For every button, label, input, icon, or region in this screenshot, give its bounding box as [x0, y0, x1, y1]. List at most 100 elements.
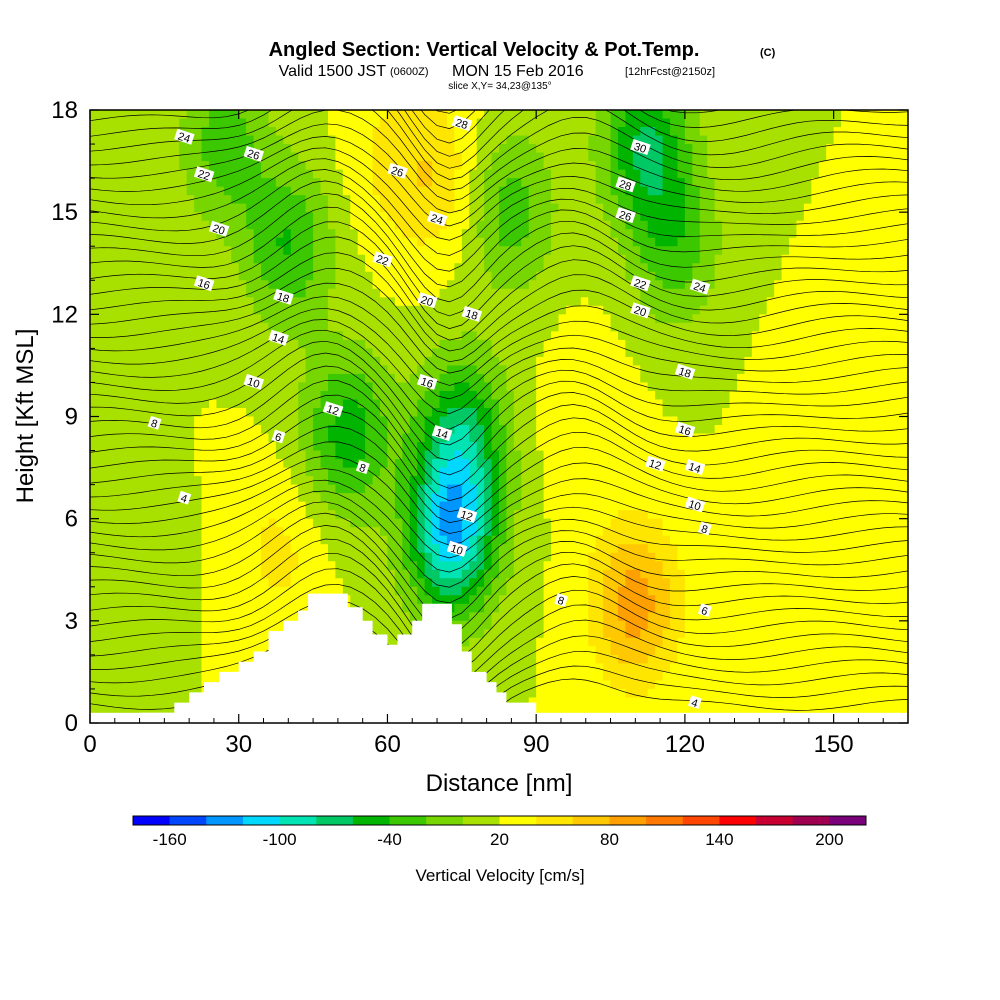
- velocity-cell: [565, 646, 574, 656]
- velocity-cell: [238, 373, 247, 384]
- velocity-cell: [238, 586, 247, 596]
- velocity-cell: [595, 254, 604, 264]
- velocity-cell: [491, 127, 500, 137]
- velocity-cell: [186, 603, 195, 613]
- velocity-cell: [253, 459, 262, 469]
- velocity-cell: [454, 305, 463, 315]
- velocity-cell: [350, 390, 359, 401]
- velocity-cell: [313, 178, 322, 188]
- velocity-cell: [565, 212, 574, 222]
- velocity-cell: [223, 399, 232, 409]
- velocity-cell: [186, 161, 195, 171]
- velocity-cell: [127, 654, 136, 664]
- velocity-cell: [551, 186, 560, 196]
- velocity-cell: [186, 152, 195, 162]
- velocity-cell: [313, 365, 322, 375]
- velocity-cell: [573, 663, 582, 673]
- velocity-cell: [208, 331, 218, 341]
- velocity-cell: [528, 561, 537, 571]
- velocity-cell: [387, 135, 396, 145]
- velocity-cell: [380, 305, 389, 315]
- velocity-cell: [90, 467, 99, 477]
- velocity-cell: [208, 450, 218, 460]
- velocity-cell: [439, 450, 448, 460]
- velocity-cell: [528, 195, 537, 205]
- velocity-cell: [298, 271, 307, 281]
- velocity-cell: [112, 425, 121, 435]
- velocity-cell: [127, 356, 136, 367]
- velocity-cell: [112, 688, 121, 699]
- velocity-cell: [365, 229, 374, 239]
- velocity-cell: [290, 314, 299, 324]
- velocity-cell: [536, 254, 545, 264]
- velocity-cell: [119, 195, 128, 205]
- velocity-cell: [565, 518, 574, 528]
- velocity-cell: [402, 322, 411, 332]
- velocity-cell: [573, 246, 582, 256]
- velocity-cell: [580, 620, 589, 630]
- velocity-cell: [201, 442, 210, 452]
- velocity-cell: [156, 331, 165, 341]
- velocity-cell: [432, 186, 441, 196]
- velocity-cell: [164, 297, 173, 307]
- velocity-cell: [216, 271, 225, 281]
- velocity-cell: [268, 450, 277, 460]
- velocity-cell: [164, 339, 173, 349]
- velocity-cell: [313, 552, 322, 562]
- velocity-cell: [521, 629, 530, 639]
- velocity-cell: [194, 288, 203, 298]
- velocity-cell: [335, 118, 344, 128]
- velocity-cell: [573, 697, 582, 707]
- velocity-cell: [327, 195, 336, 205]
- velocity-cell: [261, 433, 270, 443]
- velocity-cell: [350, 254, 359, 264]
- velocity-cell: [127, 637, 136, 647]
- velocity-cell: [439, 271, 448, 281]
- velocity-cell: [506, 178, 515, 188]
- velocity-cell: [179, 501, 188, 511]
- velocity-cell: [134, 348, 143, 358]
- velocity-cell: [357, 135, 366, 145]
- velocity-cell: [484, 297, 493, 307]
- velocity-cell: [253, 314, 262, 324]
- velocity-cell: [432, 365, 441, 375]
- velocity-cell: [580, 365, 589, 375]
- velocity-cell: [156, 416, 165, 426]
- velocity-cell: [142, 671, 151, 682]
- velocity-cell: [164, 663, 173, 673]
- velocity-cell: [417, 144, 426, 154]
- velocity-cell: [342, 373, 351, 384]
- velocity-cell: [261, 229, 270, 239]
- velocity-cell: [231, 203, 240, 213]
- velocity-cell: [290, 535, 299, 545]
- velocity-cell: [313, 484, 322, 494]
- velocity-cell: [201, 407, 210, 418]
- velocity-cell: [104, 322, 113, 332]
- velocity-cell: [342, 425, 351, 435]
- velocity-cell: [268, 322, 277, 332]
- velocity-cell: [216, 510, 225, 520]
- velocity-cell: [357, 586, 366, 596]
- velocity-cell: [588, 595, 597, 605]
- velocity-cell: [454, 603, 463, 613]
- velocity-cell: [90, 382, 99, 392]
- velocity-cell: [164, 254, 173, 264]
- velocity-cell: [298, 246, 307, 256]
- velocity-cell: [595, 373, 604, 384]
- velocity-cell: [491, 407, 500, 418]
- velocity-cell: [112, 322, 121, 332]
- velocity-cell: [528, 203, 537, 213]
- velocity-cell: [402, 382, 411, 392]
- velocity-cell: [551, 407, 560, 418]
- velocity-cell: [558, 493, 567, 503]
- velocity-cell: [491, 246, 500, 256]
- velocity-cell: [149, 382, 158, 392]
- velocity-cell: [513, 450, 522, 460]
- velocity-cell: [372, 322, 381, 332]
- velocity-cell: [104, 373, 113, 384]
- velocity-cell: [417, 331, 426, 341]
- velocity-cell: [223, 510, 232, 520]
- velocity-cell: [409, 544, 418, 554]
- velocity-cell: [119, 654, 128, 664]
- velocity-cell: [484, 493, 493, 503]
